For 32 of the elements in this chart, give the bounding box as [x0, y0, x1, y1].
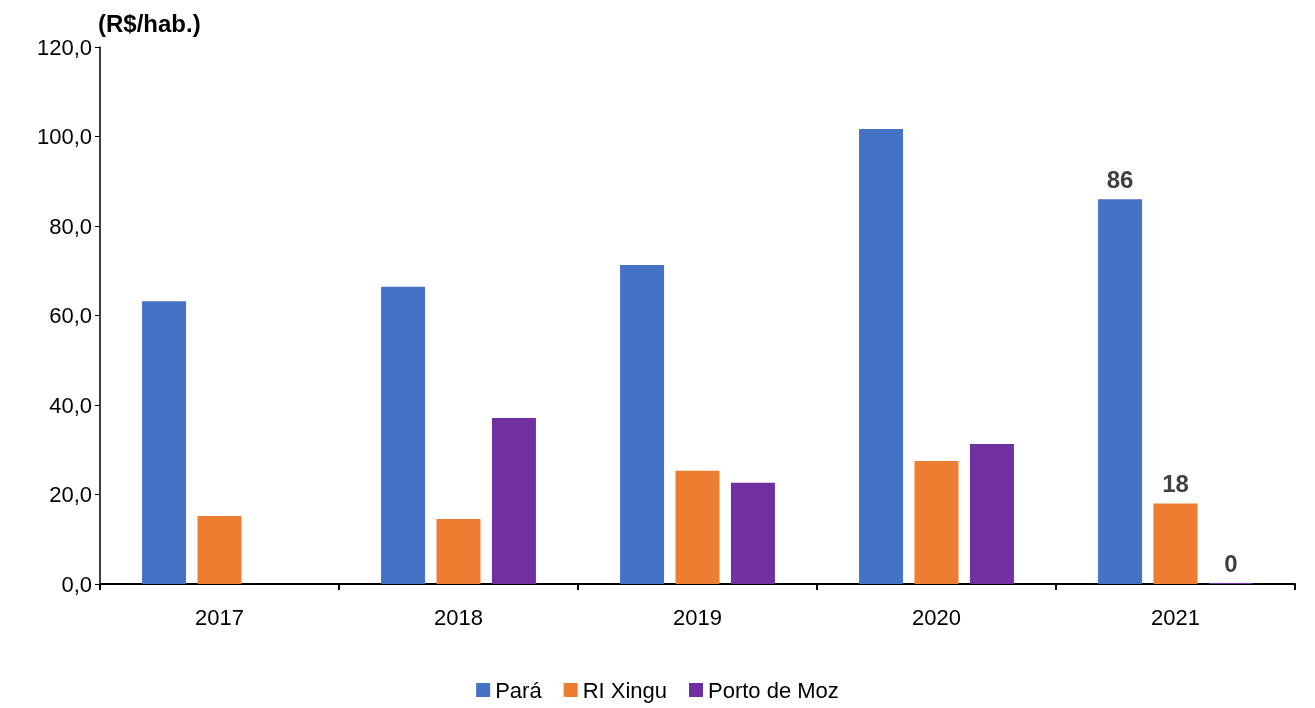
bar [675, 470, 720, 584]
legend-label: Porto de Moz [708, 677, 839, 703]
bar [1153, 503, 1198, 584]
bar [381, 286, 426, 584]
x-tick-label: 2020 [912, 604, 961, 630]
data-label: 18 [1162, 469, 1189, 497]
y-tick-label: 120,0 [36, 34, 92, 60]
bar [142, 301, 187, 584]
bar [620, 264, 665, 584]
bar [914, 460, 959, 584]
y-tick-label: 60,0 [49, 303, 92, 328]
bar [197, 515, 242, 584]
bar [1098, 199, 1143, 584]
y-tick-label: 40,0 [49, 392, 92, 418]
bar [491, 417, 536, 584]
x-tick-label: 2017 [195, 604, 244, 630]
bar [859, 128, 904, 584]
y-tick-label: 100,0 [36, 124, 92, 149]
y-axis-title: (R$/hab.) [98, 9, 201, 37]
y-tick-label: 20,0 [49, 482, 92, 507]
legend-label: RI Xingu [582, 677, 668, 703]
y-tick-label: 0,0 [61, 571, 92, 597]
x-tick-label: 2019 [673, 604, 722, 630]
bar [730, 482, 775, 584]
data-label: 86 [1106, 165, 1134, 193]
bar [436, 519, 481, 584]
bar [969, 443, 1014, 584]
x-tick-label: 2021 [1151, 604, 1200, 630]
y-tick-label: 80,0 [49, 213, 92, 239]
x-tick-label: 2018 [434, 604, 483, 630]
data-label: 0 [1224, 549, 1238, 577]
legend-label: Pará [495, 677, 543, 703]
